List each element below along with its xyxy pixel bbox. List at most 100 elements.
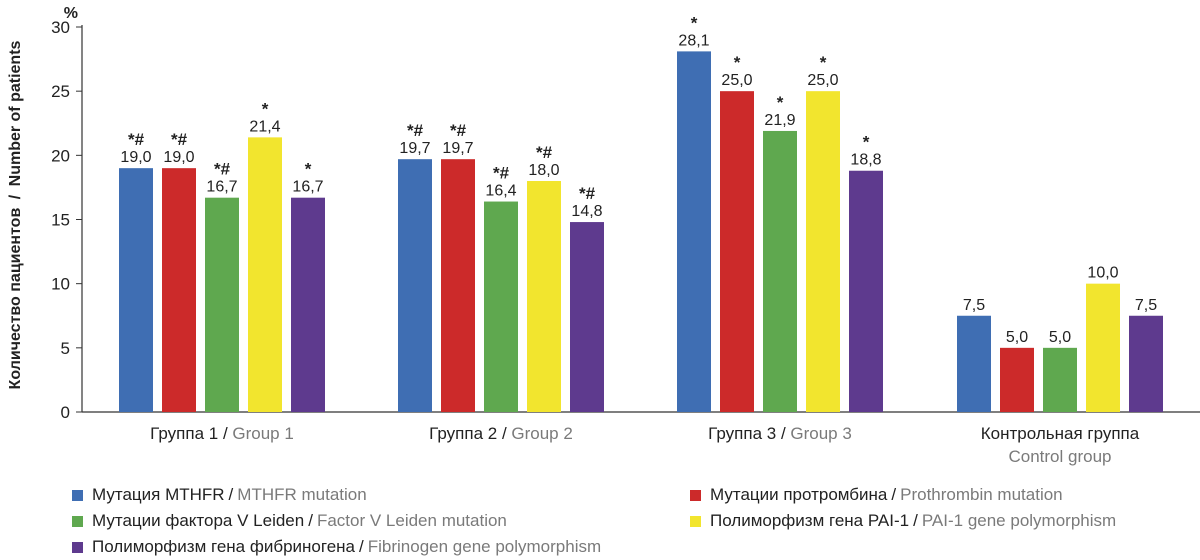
data-label: 19,0: [120, 149, 151, 166]
bar: [849, 170, 883, 412]
bar: [441, 159, 475, 412]
legend-item-fibrinogen: Полиморфизм гена фибриногена / Fibrinoge…: [72, 536, 601, 558]
data-label: 18,0: [528, 162, 559, 179]
category-label-ru: Группа 2: [429, 424, 497, 443]
category-label: Группа 2 / Group 2: [429, 424, 573, 443]
y-tick-label: 5: [61, 339, 70, 358]
svg-text:Количество пациентов /: Количество пациентов / Number of patient…: [7, 40, 24, 389]
legend-swatch: [690, 489, 701, 501]
legend-separator: /: [308, 511, 313, 530]
bar: [1043, 347, 1077, 412]
legend-swatch: [72, 515, 83, 527]
y-tick-label: 20: [51, 146, 70, 165]
bar: [484, 201, 518, 412]
data-label: 25,0: [807, 72, 838, 89]
bar: [248, 137, 282, 412]
data-label: 28,1: [678, 32, 709, 49]
significance-mark: *: [691, 13, 698, 32]
legend-item-factor-v: Мутации фактора V Leiden / Factor V Leid…: [72, 510, 507, 532]
significance-mark: *: [305, 160, 312, 179]
legend-separator: /: [891, 485, 897, 504]
category-label: Группа 1 / Group 1: [150, 424, 294, 443]
y-axis-title-ru: Количество пациентов: [7, 208, 24, 390]
legend: Мутация MTHFR / MTHFR mutation Мутации п…: [0, 480, 1200, 560]
category-label-ru: Группа 3: [708, 424, 776, 443]
bar: [957, 315, 991, 412]
category-label-separator: /: [776, 424, 790, 443]
significance-mark: *: [734, 53, 741, 72]
data-label: 5,0: [1006, 329, 1028, 346]
legend-separator: /: [359, 537, 364, 556]
legend-swatch: [72, 489, 83, 501]
data-label: 21,9: [764, 112, 795, 129]
legend-label-en: Prothrombin mutation: [900, 485, 1063, 504]
data-label: 19,7: [442, 140, 473, 157]
data-label: 19,7: [399, 140, 430, 157]
significance-mark: *#: [493, 164, 510, 183]
bar: [1000, 347, 1034, 412]
significance-mark: *: [262, 99, 269, 118]
data-label: 5,0: [1049, 329, 1071, 346]
data-label: 7,5: [963, 297, 985, 314]
legend-label-ru: Мутации фактора V Leiden: [92, 511, 305, 530]
category-label-en: Group 2: [511, 424, 572, 443]
category-label-en: Group 3: [790, 424, 851, 443]
bar: [119, 168, 153, 412]
data-label: 19,0: [163, 149, 194, 166]
bar: [291, 197, 325, 412]
legend-swatch: [72, 541, 83, 553]
significance-mark: *#: [536, 143, 553, 162]
bar: [677, 51, 711, 413]
y-tick-label: 0: [61, 403, 70, 422]
data-label: 21,4: [249, 118, 280, 135]
y-axis-title-sep: /: [7, 194, 24, 199]
data-label: 25,0: [721, 72, 752, 89]
significance-mark: *#: [407, 121, 424, 140]
significance-mark: *: [863, 133, 870, 152]
legend-item-pai1: Полиморфизм гена PAI-1 / PAI-1 gene poly…: [690, 510, 1116, 532]
y-tick-label: 15: [51, 211, 70, 230]
legend-label-ru: Полиморфизм гена фибриногена: [92, 537, 355, 556]
category-label-separator: /: [218, 424, 232, 443]
legend-label-en: Fibrinogen gene polymorphism: [367, 537, 602, 556]
bar: [720, 91, 754, 413]
data-label: 14,8: [571, 203, 602, 220]
legend-label-en: MTHFR mutation: [237, 485, 367, 504]
legend-separator: /: [228, 485, 234, 504]
data-label: 18,8: [850, 152, 881, 169]
bar: [1129, 315, 1163, 412]
y-axis-unit: %: [64, 5, 78, 22]
legend-separator: /: [913, 511, 918, 530]
category-label-ru: Группа 1: [150, 424, 218, 443]
bar: [1086, 283, 1120, 412]
significance-mark: *#: [128, 130, 145, 149]
bar: [398, 159, 432, 412]
legend-item-mthfr: Мутация MTHFR / MTHFR mutation: [72, 484, 367, 506]
legend-item-prothrombin: Мутации протромбина / Prothrombin mutati…: [690, 484, 1063, 506]
category-label-en: Control group: [1008, 447, 1111, 466]
legend-label-ru: Мутация MTHFR: [92, 485, 225, 504]
bar: [763, 130, 797, 412]
legend-label-ru: Полиморфизм гена PAI-1: [710, 511, 910, 530]
y-tick-label: 10: [51, 275, 70, 294]
significance-mark: *#: [579, 184, 596, 203]
y-tick-label: 25: [51, 82, 70, 101]
legend-label-ru: Мутации протромбина: [710, 485, 888, 504]
significance-mark: *#: [171, 130, 188, 149]
bar: [570, 222, 604, 412]
y-tick-label: 30: [51, 18, 70, 37]
significance-mark: *#: [450, 121, 467, 140]
bar: [162, 168, 196, 412]
data-label: 10,0: [1087, 265, 1118, 282]
data-label: 16,4: [485, 183, 516, 200]
data-label: 16,7: [292, 179, 323, 196]
category-label-ru: Контрольная группа: [981, 424, 1140, 443]
data-label: 7,5: [1135, 297, 1157, 314]
category-label-separator: /: [497, 424, 511, 443]
category-label: Группа 3 / Group 3: [708, 424, 852, 443]
significance-mark: *#: [214, 160, 231, 179]
category-label-en: Group 1: [232, 424, 293, 443]
legend-swatch: [690, 515, 701, 527]
legend-label-en: PAI-1 gene polymorphism: [921, 511, 1117, 530]
significance-mark: *: [820, 53, 827, 72]
